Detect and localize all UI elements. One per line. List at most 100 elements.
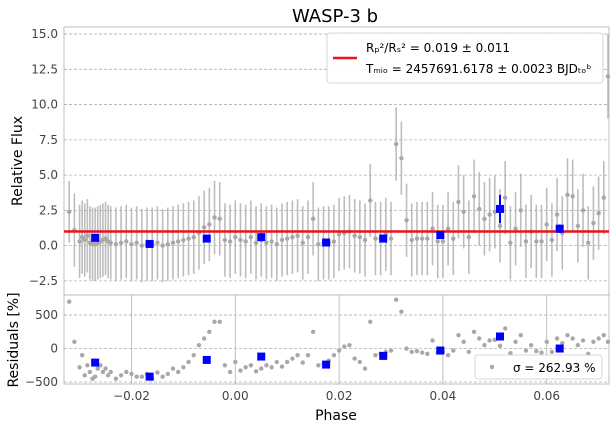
raw-point xyxy=(170,240,176,246)
raw-point xyxy=(477,206,482,212)
residual-raw-point xyxy=(264,363,269,368)
residual-raw-point xyxy=(336,348,342,353)
residual-raw-point xyxy=(85,363,90,368)
raw-point xyxy=(362,237,368,243)
raw-point xyxy=(124,239,129,244)
residual-raw-point xyxy=(534,349,539,354)
raw-point xyxy=(471,194,477,199)
residual-raw-point xyxy=(477,336,482,341)
raw-point xyxy=(575,223,581,229)
residual-raw-point xyxy=(201,336,207,341)
residual-raw-point xyxy=(471,329,477,335)
residual-raw-point xyxy=(414,349,420,354)
residual-raw-points xyxy=(66,297,611,381)
x-tick-label: 0.02 xyxy=(326,389,353,403)
main-y-tick-label: 2.5 xyxy=(39,203,58,217)
raw-point xyxy=(279,237,285,243)
binned-point xyxy=(91,233,100,242)
raw-point xyxy=(399,155,404,161)
residual-raw-point xyxy=(549,349,555,355)
residual-raw-point xyxy=(451,348,456,353)
residual-raw-point xyxy=(575,342,581,348)
residual-raw-point xyxy=(518,332,523,338)
raw-point xyxy=(544,222,549,227)
raw-point xyxy=(534,239,539,244)
residual-raw-point xyxy=(399,309,404,314)
raw-point xyxy=(513,226,518,231)
raw-point xyxy=(305,234,311,240)
residual-raw-point xyxy=(560,340,565,346)
residual-binned-point xyxy=(496,332,504,341)
residual-binned-point xyxy=(202,355,211,364)
residual-raw-point xyxy=(259,366,264,371)
residual-raw-point xyxy=(601,332,607,338)
x-tick-label: 0.00 xyxy=(222,389,249,403)
raw-point xyxy=(103,236,108,241)
residual-raw-point xyxy=(284,359,290,365)
raw-point xyxy=(191,234,196,240)
residual-raw-point xyxy=(98,363,103,368)
residual-raw-point xyxy=(92,374,98,379)
x-tick-label: 0.04 xyxy=(430,389,457,403)
residual-raw-point xyxy=(253,369,259,374)
residual-raw-point xyxy=(605,339,611,345)
residual-raw-point xyxy=(445,353,451,358)
residual-raw-point xyxy=(295,353,300,358)
residual-raw-point xyxy=(528,342,534,348)
residual-raw-point xyxy=(105,373,111,378)
residual-raw-point xyxy=(497,343,503,349)
residual-raw-point xyxy=(165,371,171,377)
main-y-ticks: −2.5 0.0 2.5 5.0 7.5 10.0 12.5 15.0 xyxy=(29,27,58,288)
raw-point xyxy=(440,239,446,244)
residual-raw-point xyxy=(238,368,243,373)
raw-point xyxy=(310,216,316,222)
residual-raw-point xyxy=(373,353,378,358)
raw-point xyxy=(601,195,607,200)
residual-raw-point xyxy=(456,332,461,338)
raw-point xyxy=(461,209,466,214)
raw-point xyxy=(435,239,440,244)
residual-raw-point xyxy=(196,342,202,348)
raw-point xyxy=(134,240,139,246)
residual-y-tick-label: −500 xyxy=(25,375,58,389)
main-y-tick-label: 7.5 xyxy=(39,133,58,147)
binned-point xyxy=(257,233,266,242)
residual-raw-point xyxy=(186,359,191,365)
binned-point xyxy=(379,234,388,243)
raw-point xyxy=(591,220,596,226)
raw-point xyxy=(331,239,337,244)
binned-point xyxy=(436,231,445,240)
raw-point xyxy=(565,192,570,198)
raw-point xyxy=(77,239,82,244)
raw-point xyxy=(373,236,378,241)
residual-raw-point xyxy=(492,337,498,343)
binned-point xyxy=(145,239,154,248)
residual-raw-point xyxy=(523,348,529,353)
residual-raw-point xyxy=(134,374,139,379)
raw-point xyxy=(165,242,171,247)
raw-point xyxy=(248,234,254,240)
residual-x-ticks: −0.02 0.00 0.02 0.04 0.06 xyxy=(113,389,560,403)
raw-point xyxy=(605,74,611,79)
raw-point xyxy=(570,194,575,199)
residual-raw-point xyxy=(425,351,430,357)
residual-raw-point xyxy=(66,299,72,304)
raw-point xyxy=(518,208,523,213)
raw-point xyxy=(487,212,492,217)
raw-point xyxy=(155,240,160,246)
raw-point xyxy=(580,208,586,213)
residual-sigma-label: σ = 262.93 % xyxy=(513,361,596,375)
residual-raw-point xyxy=(352,356,357,361)
raw-point xyxy=(414,236,420,241)
residual-y-ticks: −500 0 500 xyxy=(25,308,58,389)
raw-point xyxy=(66,209,72,214)
raw-point xyxy=(596,210,601,216)
residual-raw-point xyxy=(290,356,295,361)
residual-binned-point xyxy=(145,372,154,381)
raw-point xyxy=(253,240,259,246)
residual-raw-point xyxy=(591,339,596,345)
raw-point xyxy=(227,239,233,244)
residual-raw-point xyxy=(279,364,285,369)
raw-point xyxy=(222,237,228,243)
raw-point xyxy=(79,234,85,240)
